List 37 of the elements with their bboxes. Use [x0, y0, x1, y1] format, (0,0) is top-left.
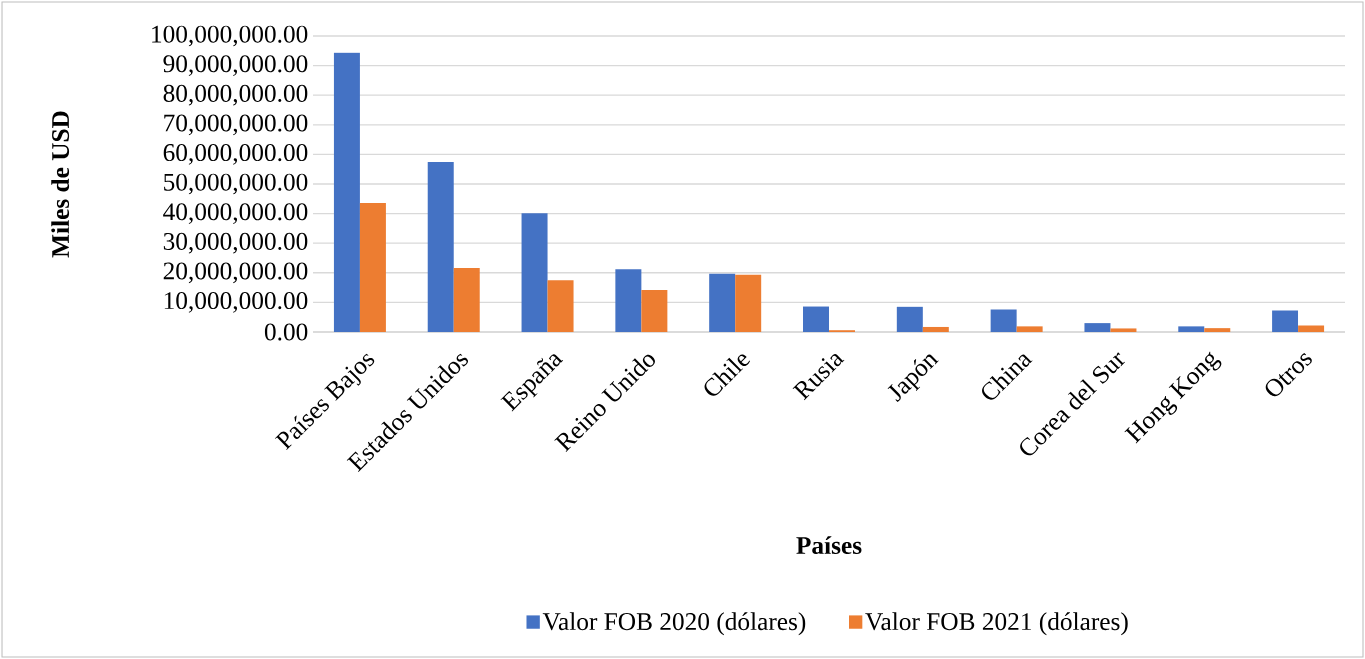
bar — [1204, 328, 1231, 332]
bar — [1298, 325, 1325, 332]
bar — [1178, 326, 1205, 332]
y-tick-label: 40,000,000.00 — [163, 203, 308, 224]
y-tick-label: 50,000,000.00 — [164, 173, 308, 195]
y-tick-label: 60,000,000.00 — [163, 144, 308, 165]
bar — [1272, 310, 1299, 332]
legend-label: Valor FOB 2021 (dólares) — [865, 612, 1128, 636]
bar — [709, 273, 736, 332]
bar — [547, 280, 574, 332]
y-tick-label: 90,000,000.00 — [163, 55, 308, 76]
bar — [1084, 323, 1111, 332]
bar — [359, 202, 386, 332]
y-tick-label: 80,000,000.00 — [163, 84, 308, 106]
legend-label: Valor FOB 2020 (dólares) — [542, 612, 806, 636]
bar — [333, 52, 360, 332]
bar — [641, 289, 668, 332]
bar — [521, 213, 548, 332]
x-axis-title: Países — [796, 536, 862, 555]
y-tick-label: 20,000,000.00 — [163, 262, 308, 284]
bar — [922, 326, 949, 332]
x-tick-label: Chile — [704, 354, 750, 396]
bar — [427, 162, 454, 332]
bar — [990, 309, 1017, 332]
y-tick-label: 70,000,000.00 — [164, 114, 308, 136]
y-tick-label: 30,000,000.00 — [163, 232, 308, 254]
bar — [1110, 328, 1137, 332]
bar — [735, 274, 762, 332]
bar — [896, 306, 923, 332]
bar — [615, 269, 642, 332]
bar — [1016, 326, 1043, 332]
y-tick-label: 10,000,000.00 — [164, 292, 308, 313]
y-tick-label: 0.00 — [264, 323, 308, 341]
y-axis-title: Miles de USD — [51, 111, 70, 258]
y-tick-label: 100,000,000.00 — [152, 25, 308, 47]
bar — [453, 268, 480, 332]
bar — [803, 306, 829, 332]
